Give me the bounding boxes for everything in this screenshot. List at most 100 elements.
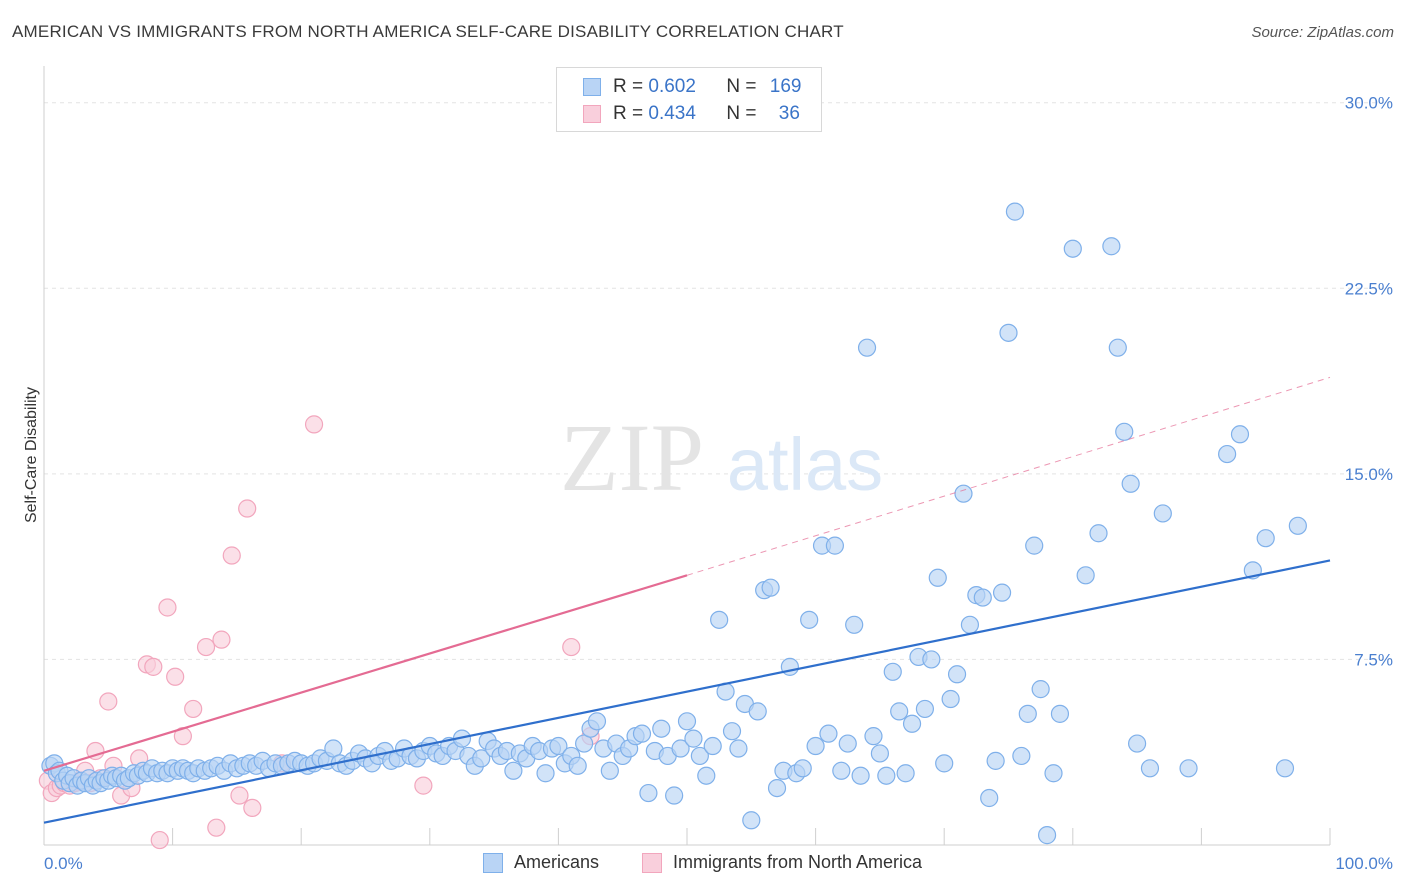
point-immigrants <box>304 415 324 434</box>
point-americans <box>652 719 671 738</box>
point-americans <box>722 722 742 741</box>
series-legend-immigrants[interactable]: Immigrants from North America <box>642 852 922 873</box>
legend-n-value: 36 <box>778 103 800 124</box>
point-americans <box>1076 566 1095 585</box>
series-swatch-americans <box>483 852 503 873</box>
point-americans <box>1108 338 1127 357</box>
point-americans <box>671 739 690 758</box>
point-immigrants <box>158 598 177 617</box>
trend-lines <box>43 376 1331 824</box>
point-immigrants <box>212 630 231 649</box>
point-americans <box>941 689 960 709</box>
point-americans <box>504 761 523 780</box>
point-americans <box>1018 704 1037 723</box>
trend-line-immigrants <box>43 574 688 772</box>
point-americans <box>851 766 870 785</box>
point-americans <box>1037 826 1057 845</box>
point-immigrants <box>562 637 581 657</box>
point-americans <box>1102 237 1121 256</box>
point-americans <box>832 761 851 780</box>
point-americans <box>690 746 709 766</box>
point-americans <box>947 665 967 684</box>
point-immigrants <box>166 667 185 686</box>
point-americans <box>890 702 909 721</box>
point-immigrants <box>99 692 118 711</box>
source-label: Source: ZipAtlas.com <box>1251 24 1394 41</box>
point-americans <box>793 759 812 778</box>
point-americans <box>864 727 883 746</box>
point-americans <box>761 578 780 597</box>
point-americans <box>703 736 722 756</box>
point-americans <box>1063 239 1082 258</box>
point-americans <box>902 714 922 733</box>
watermark-atlas: atlas <box>727 423 883 506</box>
chart-title: AMERICAN VS IMMIGRANTS FROM NORTH AMERIC… <box>12 22 844 41</box>
point-americans <box>1005 202 1025 221</box>
point-americans <box>742 811 761 830</box>
legend-n-label: N = <box>726 76 762 97</box>
correlation-legend: R = 0.602 N = 169 R = 0.434 N = 36 <box>556 67 822 132</box>
axes <box>43 66 1331 846</box>
point-americans <box>883 662 902 681</box>
point-americans <box>819 724 838 743</box>
point-americans <box>1218 444 1237 464</box>
trend-line-americans <box>43 559 1331 824</box>
point-immigrants <box>184 699 203 719</box>
legend-row-immigrants: R = 0.434 N = 36 <box>583 102 800 126</box>
point-americans <box>922 650 941 669</box>
point-americans <box>632 724 652 743</box>
legend-row-americans: R = 0.602 N = 169 <box>583 75 801 99</box>
point-americans <box>767 778 787 798</box>
series-label-immigrants: Immigrants from North America <box>673 852 923 872</box>
point-americans <box>684 729 703 748</box>
point-americans <box>587 712 607 731</box>
legend-r-label: R = <box>613 76 649 97</box>
y-tick-label: 7.5% <box>1354 650 1393 669</box>
point-americans <box>973 588 992 607</box>
point-americans <box>1153 504 1172 523</box>
point-americans <box>980 788 999 808</box>
point-americans <box>870 744 890 763</box>
point-americans <box>1140 759 1160 778</box>
point-americans <box>697 766 716 785</box>
point-immigrants <box>243 798 262 817</box>
point-immigrants <box>414 776 433 795</box>
point-americans <box>877 766 896 785</box>
point-immigrants <box>86 741 105 761</box>
point-americans <box>1025 536 1044 555</box>
point-americans <box>665 786 684 805</box>
point-americans <box>857 338 877 357</box>
x-tick-label: 0.0% <box>44 854 83 873</box>
watermark-zip: ZIP <box>560 404 704 511</box>
series-legend-americans[interactable]: Americans <box>483 852 599 873</box>
point-americans <box>1121 474 1140 493</box>
data-points <box>38 202 1307 850</box>
point-americans <box>1127 734 1147 753</box>
watermark: ZIP atlas <box>560 404 883 511</box>
y-tick-label: 15.0% <box>1345 465 1393 484</box>
point-americans <box>472 749 491 768</box>
point-americans <box>748 702 767 721</box>
legend-swatch-immigrants <box>583 105 601 123</box>
grid-lines <box>44 102 1392 660</box>
y-tick-label: 30.0% <box>1345 94 1393 113</box>
point-americans <box>639 783 658 803</box>
point-americans <box>1044 764 1063 783</box>
x-tick-label: 100.0% <box>1335 854 1393 873</box>
point-americans <box>536 764 555 783</box>
trend-extension-immigrants <box>686 376 1331 576</box>
series-label-americans: Americans <box>514 852 600 872</box>
point-americans <box>954 484 973 503</box>
point-americans <box>915 699 935 719</box>
point-americans <box>806 736 825 756</box>
point-americans <box>1275 759 1295 778</box>
point-americans <box>992 583 1012 602</box>
legend-n-value: 169 <box>769 76 802 97</box>
legend-n-label: N = <box>726 103 762 124</box>
point-americans <box>825 536 844 555</box>
tick-labels: 7.5% 15.0% 22.5% 30.0% 0.0% 100.0% <box>44 94 1393 873</box>
point-immigrants <box>207 818 226 837</box>
point-americans <box>1012 746 1031 766</box>
point-immigrants <box>238 499 257 518</box>
